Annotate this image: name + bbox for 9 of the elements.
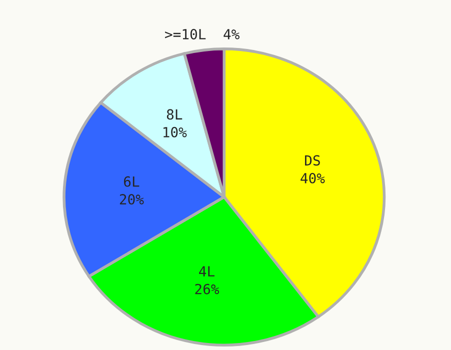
slice-label: 4L	[199, 266, 214, 276]
data-label: 20%	[120, 194, 144, 205]
slice-label: 8L	[166, 109, 182, 120]
data-label: 40%	[300, 172, 325, 184]
data-label: 10%	[164, 126, 187, 138]
slice-label: >=10L 4%	[165, 28, 240, 40]
slice-label: DS	[305, 155, 320, 166]
data-label: 26%	[195, 284, 220, 294]
slice-label: 6L	[124, 176, 140, 187]
